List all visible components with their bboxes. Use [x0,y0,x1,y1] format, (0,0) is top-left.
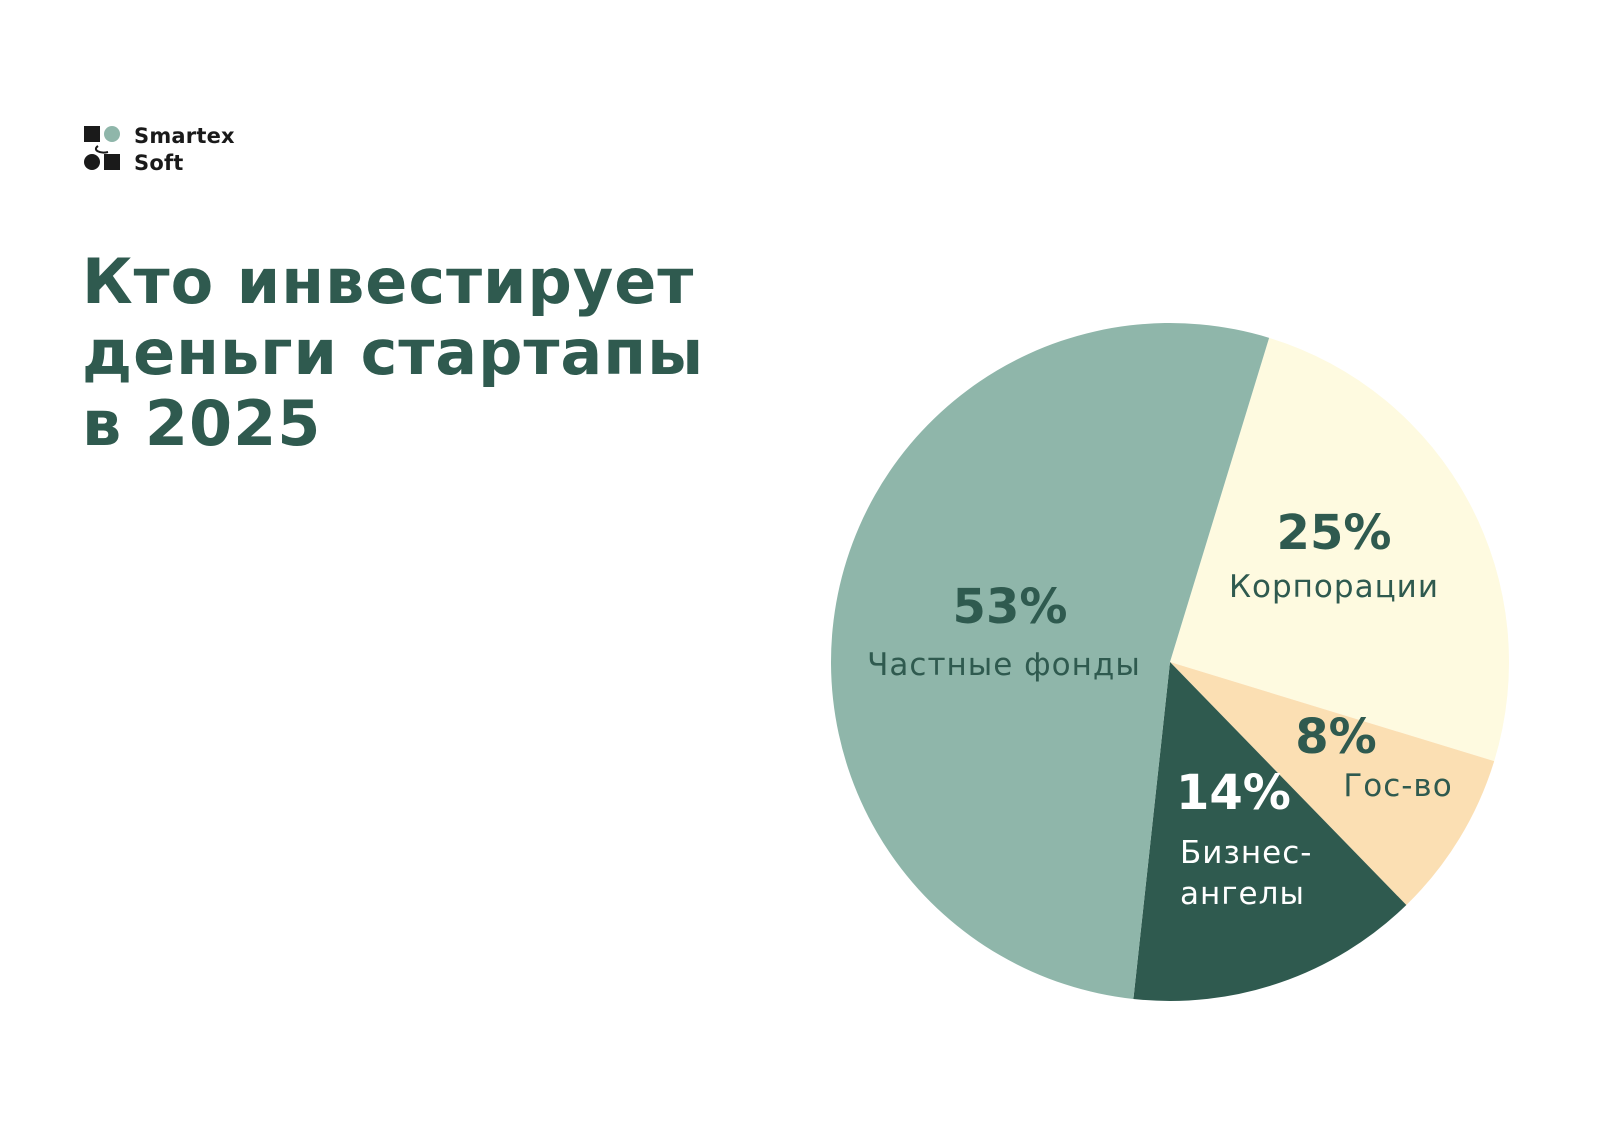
page-title-line1: Кто инвестирует [82,245,695,318]
slice-category-label-private-funds: Частные фонды [867,647,1141,683]
page-title-line2: деньги стартапы [82,316,705,389]
slice-value-label-corporations: 25% [1277,505,1392,561]
slice-value-label-private-funds: 53% [953,579,1068,635]
slice-category-label-business-angels-line2: ангелы [1180,876,1305,912]
pie-slice-government [1170,662,1495,906]
pie-slice-private-funds [830,323,1270,1000]
brand-name-line1: Smartex [134,124,235,148]
pie-slices [830,323,1509,1001]
pie-slice-business-angels [1133,662,1407,1001]
logo-mark-icon [84,126,120,170]
brand-logo: Smartex Soft [84,123,254,175]
brand-name: Smartex Soft [134,123,235,177]
slice-value-label-government: 8% [1295,709,1377,765]
page-title: Кто инвестирует деньги стартапы в 2025 [82,246,704,459]
slice-category-label-business-angels-line1: Бизнес- [1180,835,1312,871]
brand-name-line2: Soft [134,151,184,175]
slice-category-label-government: Гос-во [1343,768,1452,804]
slice-category-label-corporations: Корпорации [1229,569,1439,605]
slice-value-label-business-angels: 14% [1176,765,1291,821]
page-title-line3: в 2025 [82,387,322,460]
pie-slice-corporations [1170,337,1509,762]
